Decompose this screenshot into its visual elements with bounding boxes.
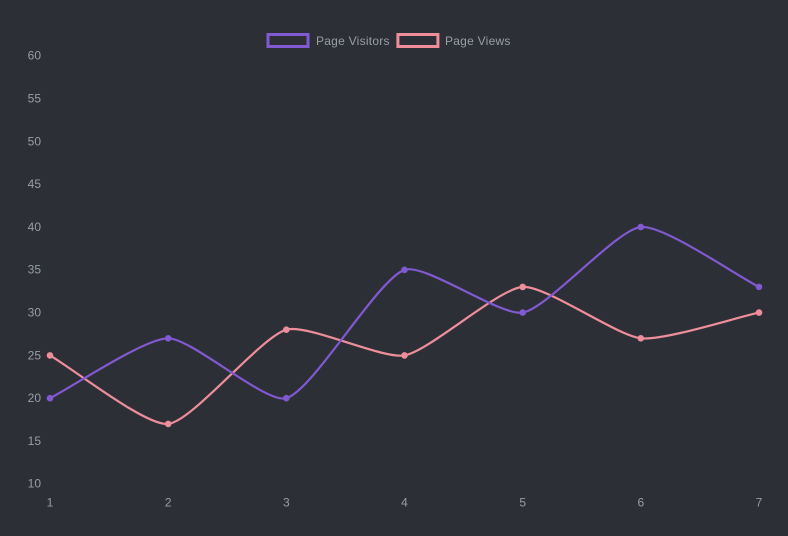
- svg-text:7: 7: [756, 496, 763, 510]
- svg-text:55: 55: [28, 92, 42, 106]
- svg-text:35: 35: [28, 263, 42, 277]
- svg-text:20: 20: [28, 391, 42, 405]
- svg-text:45: 45: [28, 177, 42, 191]
- svg-text:30: 30: [28, 306, 42, 320]
- svg-text:60: 60: [28, 49, 42, 63]
- svg-text:10: 10: [28, 477, 42, 491]
- svg-text:3: 3: [283, 496, 290, 510]
- svg-text:Page Views: Page Views: [445, 34, 511, 48]
- svg-text:6: 6: [637, 496, 644, 510]
- svg-text:Page Visitors: Page Visitors: [316, 34, 390, 48]
- svg-text:1: 1: [47, 496, 54, 510]
- svg-text:50: 50: [28, 134, 42, 148]
- svg-text:5: 5: [519, 496, 526, 510]
- svg-text:25: 25: [28, 348, 42, 362]
- svg-text:15: 15: [28, 434, 42, 448]
- svg-text:4: 4: [401, 496, 408, 510]
- svg-text:2: 2: [165, 496, 172, 510]
- svg-text:40: 40: [28, 220, 42, 234]
